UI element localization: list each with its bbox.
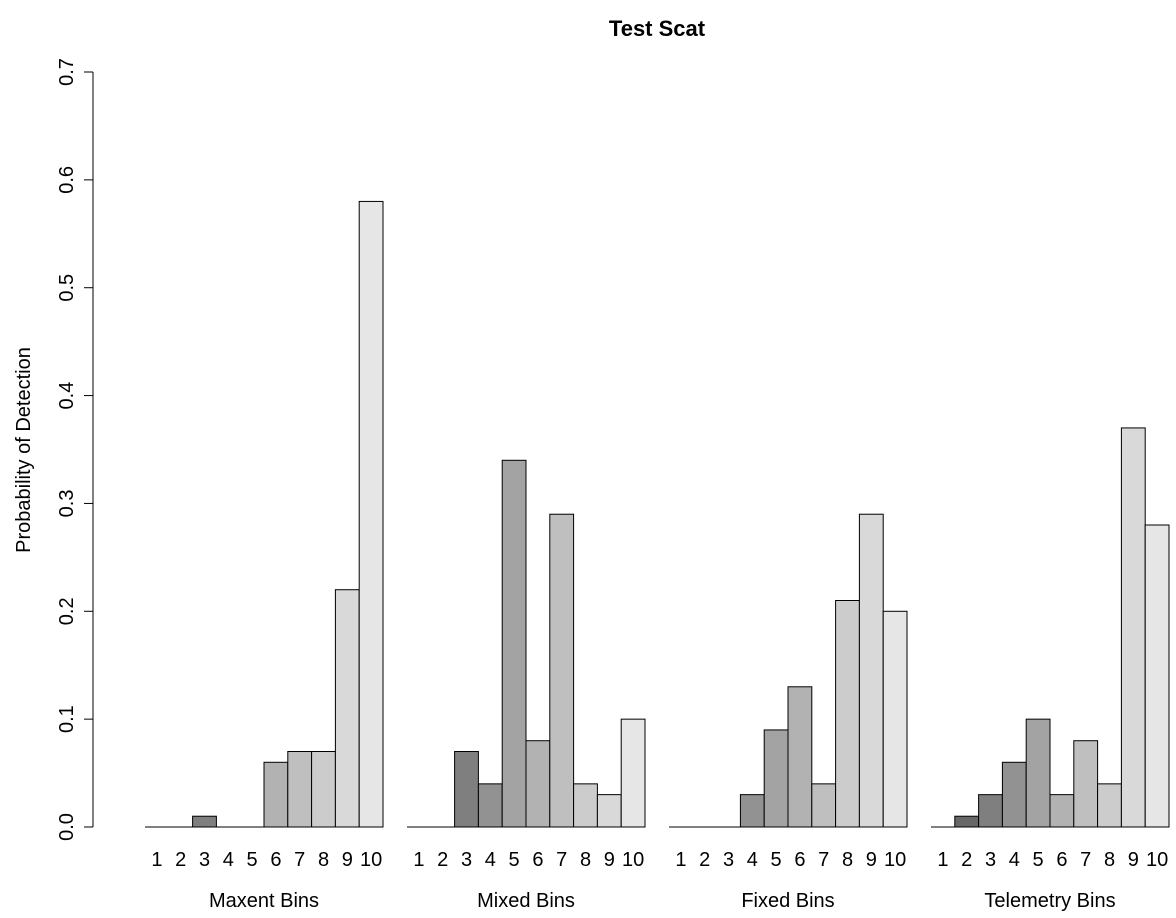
bar: [525, 740, 551, 828]
bar: [573, 783, 598, 828]
x-tick-label: 4: [1009, 849, 1020, 871]
bar: [978, 794, 1003, 828]
x-tick-label: 3: [985, 849, 996, 871]
x-tick-label: 9: [342, 849, 353, 871]
bar: [477, 783, 503, 828]
y-axis-label: Probability of Detection: [13, 347, 35, 553]
x-tick-label: 4: [223, 849, 234, 871]
bar: [501, 459, 527, 828]
bar: [263, 761, 289, 828]
x-tick-label: 2: [175, 849, 186, 871]
x-tick-label: 2: [699, 849, 710, 871]
y-tick-label: 0.1: [56, 705, 78, 733]
x-tick-label: 5: [771, 849, 782, 871]
x-tick-label: 7: [818, 849, 829, 871]
x-tick-label: 1: [675, 849, 686, 871]
x-tick-label: 5: [1033, 849, 1044, 871]
y-tick-label: 0.0: [56, 813, 78, 841]
bar: [811, 783, 837, 828]
panel-mixed-bins: 1 2 3 4 5 6 7 8 9 10 Mixed Bins: [407, 459, 646, 912]
x-tick-label: 9: [866, 849, 877, 871]
x-tick-label: 6: [1056, 849, 1067, 871]
y-tick-label: 0.7: [56, 58, 78, 86]
bar: [1049, 794, 1075, 828]
bar: [620, 718, 646, 828]
bar: [1025, 718, 1051, 828]
group-label: Fixed Bins: [741, 890, 834, 912]
bar: [954, 815, 980, 828]
group-label: Telemetry Bins: [984, 890, 1115, 912]
x-tick-label: 8: [580, 849, 591, 871]
bar: [192, 815, 217, 828]
x-tick-label: 6: [794, 849, 805, 871]
bar: [1120, 427, 1146, 828]
y-tick-label: 0.3: [56, 490, 78, 518]
y-axis: 0.0 0.1 0.2 0.3 0.4 0.5 0.6 0.7: [56, 58, 94, 841]
x-tick-label: 10: [884, 849, 906, 871]
bar: [787, 686, 813, 828]
x-tick-label: 10: [360, 849, 382, 871]
x-tick-label: 3: [199, 849, 210, 871]
x-tick-label: 6: [270, 849, 281, 871]
bar: [835, 600, 860, 828]
bar: [358, 200, 384, 828]
group-label: Maxent Bins: [209, 890, 319, 912]
panel-maxent-bins: 1 2 3 4 5 6 7 8 9 10 Maxent Bins: [145, 200, 384, 912]
bar: [334, 589, 360, 828]
x-tick-label: 1: [151, 849, 162, 871]
x-tick-label: 8: [1104, 849, 1115, 871]
y-tick-label: 0.6: [56, 166, 78, 194]
x-tick-label: 8: [318, 849, 329, 871]
bar: [596, 794, 622, 828]
bar: [454, 751, 479, 828]
x-tick-label: 10: [622, 849, 644, 871]
bar: [287, 751, 313, 828]
bar: [549, 513, 575, 828]
x-tick-label: 2: [437, 849, 448, 871]
bar: [311, 751, 336, 828]
panel-fixed-bins: 1 2 3 4 5 6 7 8 9 10 Fixed Bins: [669, 513, 908, 912]
panel-telemetry-bins: 1 2 3 4 5 6 7 8 9 10 Telemetry Bins: [931, 427, 1170, 912]
bar: [1001, 761, 1027, 828]
bar: [1073, 740, 1099, 828]
x-tick-label: 5: [509, 849, 520, 871]
x-tick-label: 9: [1128, 849, 1139, 871]
x-tick-label: 4: [485, 849, 496, 871]
bar: [858, 513, 884, 828]
x-tick-label: 5: [247, 849, 258, 871]
x-tick-label: 1: [937, 849, 948, 871]
bar: [739, 794, 765, 828]
x-tick-label: 1: [413, 849, 424, 871]
bar: [763, 729, 789, 828]
chart-title: Test Scat: [609, 16, 706, 41]
x-tick-label: 3: [461, 849, 472, 871]
x-tick-label: 7: [1080, 849, 1091, 871]
group-label: Mixed Bins: [477, 890, 575, 912]
x-tick-label: 10: [1146, 849, 1168, 871]
bar: [1144, 524, 1170, 828]
x-tick-label: 7: [556, 849, 567, 871]
bar: [882, 610, 908, 828]
x-tick-label: 7: [294, 849, 305, 871]
bar: [1097, 783, 1122, 828]
x-tick-label: 9: [604, 849, 615, 871]
x-tick-label: 6: [532, 849, 543, 871]
x-tick-label: 4: [747, 849, 758, 871]
x-tick-label: 2: [961, 849, 972, 871]
y-tick-label: 0.4: [56, 382, 78, 410]
y-tick-label: 0.5: [56, 274, 78, 302]
y-tick-label: 0.2: [56, 597, 78, 625]
x-tick-label: 8: [842, 849, 853, 871]
x-tick-label: 3: [723, 849, 734, 871]
